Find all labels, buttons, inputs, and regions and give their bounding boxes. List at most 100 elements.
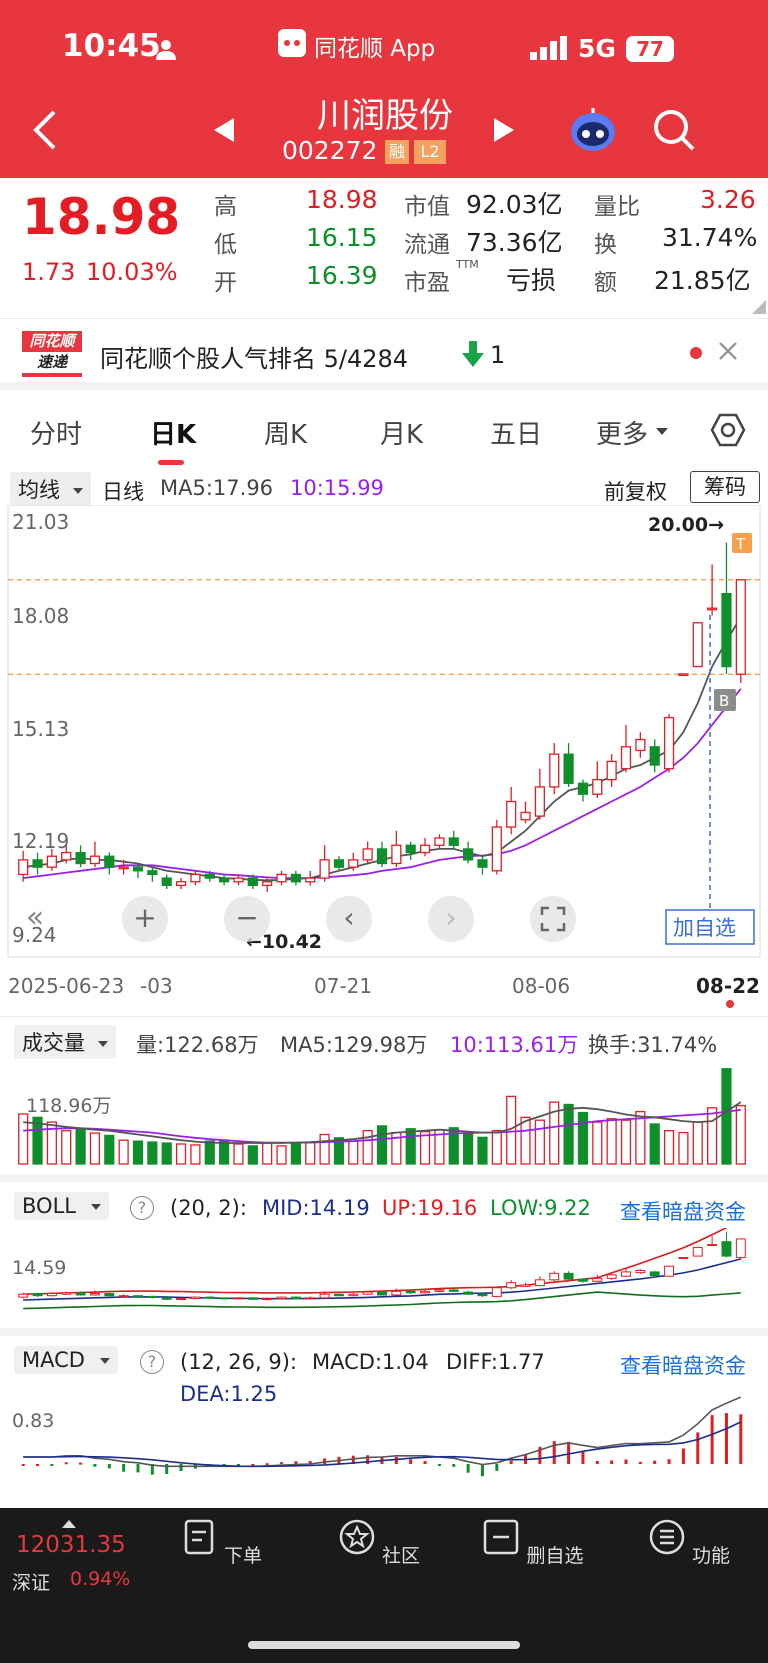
- candle-body: [376, 848, 388, 865]
- pan-right-icon[interactable]: ›: [428, 896, 474, 942]
- candle-body: [463, 848, 474, 861]
- low-value: 16.15: [306, 223, 378, 252]
- zoom-out-icon[interactable]: −: [224, 896, 270, 942]
- macd-diff-path: [23, 1396, 742, 1468]
- tab-daily-k[interactable]: 日K: [150, 420, 197, 450]
- volume-ma5-path: [23, 1101, 742, 1144]
- pan-left-icon[interactable]: ‹: [326, 896, 372, 942]
- stock-name: 川润股份: [317, 96, 453, 136]
- boll-help-icon[interactable]: ?: [130, 1196, 154, 1220]
- boll-y-tick: 14.59: [12, 1257, 66, 1279]
- candle-body: [132, 866, 144, 872]
- nav-order[interactable]: 下单: [166, 1518, 276, 1568]
- b-marker[interactable]: B: [714, 689, 736, 711]
- signal-icon: [530, 36, 570, 64]
- tab-five-day[interactable]: 五日: [490, 420, 543, 450]
- popularity-banner[interactable]: 同花顺 速递 同花顺个股人气排名 5/4284 1: [0, 318, 768, 390]
- t-marker[interactable]: T: [732, 533, 752, 553]
- unread-dot: [690, 347, 702, 359]
- candle-body: [649, 746, 660, 766]
- prev-stock-icon[interactable]: [212, 116, 236, 148]
- tab-more[interactable]: 更多: [596, 420, 649, 450]
- robot-assistant-icon[interactable]: [568, 106, 618, 158]
- tab-intraday[interactable]: 分时: [30, 420, 83, 450]
- kline-frame: [7, 505, 761, 958]
- candle-body: [678, 673, 689, 677]
- boll-up: UP:19.16: [382, 1196, 478, 1220]
- boll-candle-body: [262, 1298, 273, 1301]
- kline-chart[interactable]: 21.03 18.08 15.13 12.19 9.24 2025-06-23 …: [0, 505, 768, 1010]
- float-label: 流通: [404, 232, 450, 258]
- boll-candles: [18, 1231, 746, 1301]
- volume-bar: [262, 1142, 273, 1165]
- macd-bar: [179, 1464, 183, 1472]
- collapse-left-icon[interactable]: «: [25, 900, 45, 935]
- volume-chart: 118.96万: [18, 1068, 746, 1165]
- nav-functions[interactable]: 功能: [634, 1518, 744, 1568]
- expand-corner-icon[interactable]: [752, 300, 766, 314]
- turnover-label: 换: [594, 232, 617, 258]
- macd-bar: [710, 1415, 714, 1464]
- add-watch-button[interactable]: 加自选: [665, 909, 755, 945]
- volume-bar: [448, 1127, 459, 1165]
- volume-ma10-path: [23, 1109, 741, 1144]
- macd-bar: [696, 1432, 700, 1464]
- macd-select-label: MACD: [22, 1348, 85, 1372]
- adjust-label[interactable]: 前复权: [604, 480, 667, 504]
- search-icon[interactable]: [652, 108, 696, 156]
- macd-dark-pool-link[interactable]: 查看暗盘资金: [620, 1354, 746, 1378]
- volume-bar: [592, 1121, 603, 1165]
- nav-remove-watch[interactable]: 删自选: [478, 1518, 588, 1568]
- boll-candle-body: [247, 1297, 258, 1300]
- mktcap-label: 市值: [404, 194, 450, 220]
- index-ticker[interactable]: 12031.35 深证 0.94%: [0, 1508, 150, 1608]
- volume-bar: [46, 1121, 57, 1165]
- ma-select[interactable]: 均线: [10, 472, 91, 506]
- tab-monthly-k[interactable]: 月K: [380, 420, 424, 450]
- boll-candle-body: [348, 1293, 359, 1297]
- express-logo-top: 同花顺: [29, 332, 75, 350]
- chip-button[interactable]: 筹码: [690, 471, 760, 503]
- macd-bar: [466, 1464, 470, 1473]
- boll-select[interactable]: BOLL: [14, 1192, 109, 1220]
- close-icon[interactable]: [718, 341, 738, 365]
- volume-bar: [491, 1130, 502, 1165]
- candle-body: [305, 877, 316, 883]
- macd-diff: DIFF:1.77: [446, 1350, 545, 1374]
- kline-y-tick: 12.19: [12, 829, 69, 853]
- macd-help-icon[interactable]: ?: [140, 1350, 164, 1374]
- volume-ma5: MA5:129.98万: [280, 1033, 428, 1057]
- index-value: 12031.35: [16, 1532, 126, 1558]
- nav-functions-label: 功能: [692, 1545, 731, 1567]
- boll-select-caret-icon: [90, 1204, 101, 1210]
- volume-bar: [233, 1143, 244, 1165]
- candle-body: [448, 837, 459, 846]
- fullscreen-icon[interactable]: [530, 896, 576, 942]
- volume-bar: [276, 1145, 287, 1165]
- candle-body: [735, 579, 746, 675]
- period-label: 日线: [102, 480, 144, 504]
- kline-y-tick: 15.13: [12, 717, 69, 741]
- volume-bar: [247, 1145, 258, 1165]
- candle-body: [506, 800, 517, 828]
- next-stock-icon[interactable]: [492, 116, 516, 148]
- macd-bar: [437, 1464, 441, 1466]
- volume-bar: [75, 1129, 86, 1165]
- nav-community[interactable]: 社区: [324, 1518, 434, 1568]
- boll-dark-pool-link[interactable]: 查看暗盘资金: [620, 1200, 746, 1224]
- tab-weekly-k[interactable]: 周K: [264, 420, 308, 450]
- back-icon[interactable]: [30, 108, 58, 156]
- settings-hexagon-icon[interactable]: [710, 412, 746, 452]
- candle-body: [18, 859, 29, 876]
- price-change: 1.73: [22, 258, 76, 286]
- macd-select[interactable]: MACD: [14, 1346, 118, 1374]
- volume-y-tick: 118.96万: [26, 1095, 111, 1117]
- boll-candle-body: [678, 1257, 689, 1260]
- volume-select[interactable]: 成交量: [14, 1025, 116, 1059]
- boll-candle-body: [520, 1284, 531, 1287]
- candle-body: [89, 855, 101, 865]
- zoom-in-icon[interactable]: +: [122, 896, 168, 942]
- b-marker-label: B: [719, 692, 729, 710]
- volume-bar: [147, 1141, 158, 1165]
- t-marker-label: T: [735, 535, 746, 553]
